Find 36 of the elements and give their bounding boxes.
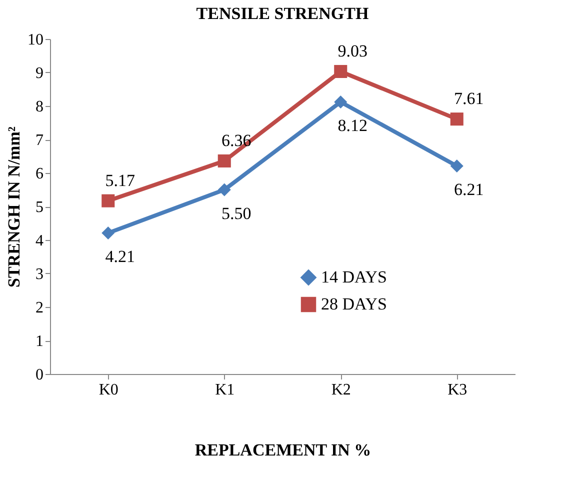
y-axis-title: STRENGH IN N/mm² <box>4 126 24 288</box>
y-tick-label: 10 <box>28 32 44 48</box>
data-label: 9.03 <box>338 41 368 60</box>
y-tick-label: 8 <box>36 98 44 116</box>
data-label: 5.17 <box>105 170 136 190</box>
x-tick-label: K3 <box>448 382 468 398</box>
x-tick-label: K0 <box>98 382 118 398</box>
y-tick-label: 3 <box>36 266 44 283</box>
y-tick-label: 6 <box>36 166 44 182</box>
data-label: 5.50 <box>222 204 252 223</box>
data-label: 6.36 <box>222 130 252 150</box>
y-tick-label: 9 <box>36 65 44 82</box>
legend-label: 28 DAYS <box>321 294 387 314</box>
point <box>450 159 464 172</box>
y-tick-label: 2 <box>36 300 44 316</box>
y-tick-label: 5 <box>36 199 44 216</box>
point <box>334 64 348 78</box>
data-label: 6.21 <box>454 180 484 199</box>
point <box>218 183 231 196</box>
y-tick-label: 7 <box>36 132 44 149</box>
data-label: 4.21 <box>105 246 135 266</box>
data-label: 7.61 <box>454 89 484 108</box>
data-label: 8.12 <box>338 116 368 135</box>
point <box>102 226 115 240</box>
x-tick-label: K2 <box>331 382 351 398</box>
y-tick-label: 0 <box>36 366 44 384</box>
point <box>334 95 348 108</box>
legend-label: 14 DAYS <box>321 268 387 286</box>
point <box>102 194 115 208</box>
point <box>450 112 464 126</box>
y-tick-label: 4 <box>36 232 44 250</box>
chart-title: TENSILE STRENGTH <box>196 4 369 23</box>
y-tick-label: 1 <box>36 333 44 350</box>
x-axis-title: REPLACEMENT IN % <box>194 440 372 460</box>
point <box>218 154 231 168</box>
x-tick-label: K1 <box>215 382 235 398</box>
